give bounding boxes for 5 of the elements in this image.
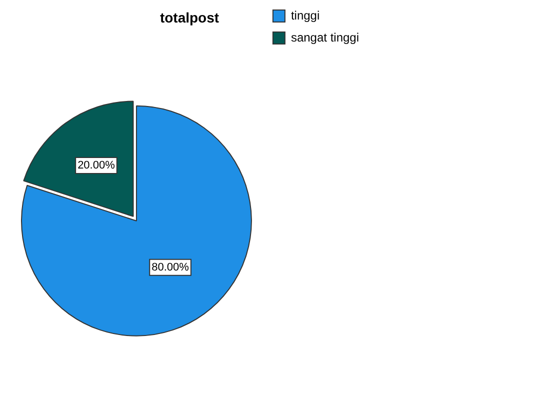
legend-label: sangat tinggi: [290, 30, 360, 44]
data-label: 80.00%: [152, 261, 190, 274]
legend-label: tinggi: [290, 8, 320, 22]
data-label: 20.00%: [78, 160, 116, 172]
chart-title: totalpost: [160, 9, 220, 26]
